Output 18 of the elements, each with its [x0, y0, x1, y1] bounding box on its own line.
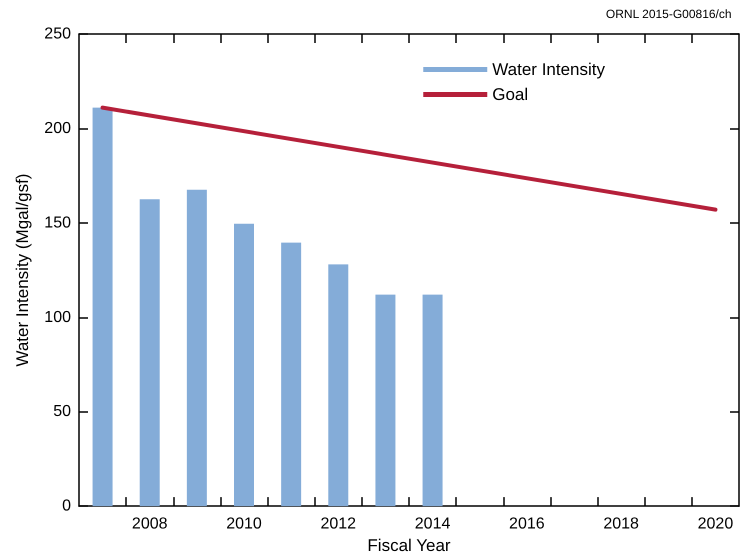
- legend-label: Water Intensity: [492, 60, 606, 79]
- x-tick-label: 2020: [698, 516, 734, 533]
- x-tick-label: 2016: [509, 516, 545, 533]
- x-tick-label: 2018: [603, 516, 640, 533]
- y-tick-label: 250: [44, 26, 72, 42]
- y-tick-label: 50: [53, 403, 72, 420]
- x-tick-label: 2012: [320, 516, 356, 533]
- legend-label: Goal: [492, 85, 528, 104]
- x-tick-label: 2014: [414, 516, 450, 533]
- y-axis-title: Water Intensity (Mgal/gsf): [13, 174, 32, 367]
- y-tick-label: 100: [44, 308, 72, 326]
- y-tick-label: 0: [62, 498, 72, 515]
- x-tick-label: 2008: [132, 516, 168, 533]
- y-tick-label: 200: [44, 120, 72, 137]
- x-axis-title: Fiscal Year: [367, 536, 451, 555]
- x-tick-label: 2010: [226, 516, 262, 533]
- y-tick-label: 150: [44, 214, 72, 232]
- text: ORNL 2015-G00816/ch: [606, 7, 732, 21]
